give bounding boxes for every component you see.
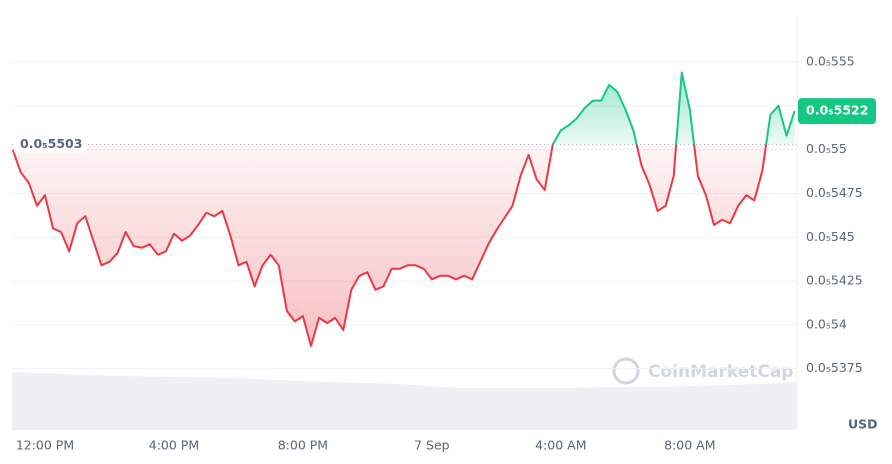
y-tick-label: 0.0₅54 [806,316,847,331]
x-tick-label: 4:00 AM [535,438,586,453]
baseline-label-bg [14,134,86,153]
baseline-label: 0.0₅5503 [20,136,82,151]
watermark-logo [612,357,640,385]
current-price-badge [798,98,876,125]
watermark: CoinMarketCap [612,357,793,385]
x-tick-label: 8:00 PM [278,438,328,453]
y-tick-label: 0.0₅545 [806,229,855,244]
watermark-text: CoinMarketCap [648,362,793,382]
y-tick-label: 0.0₅55 [806,141,847,156]
x-tick-label: 4:00 PM [149,438,199,453]
currency-label: USD [848,417,878,432]
y-tick-label: 0.0₅5375 [806,360,863,375]
y-tick-label: 0.0₅5475 [806,185,863,200]
current-price-label: 0.0₅5522 [806,103,868,118]
y-tick-label: 0.0₅555 [806,54,855,69]
volume-area [12,372,797,430]
area-fill [12,72,795,346]
x-tick-label: 7 Sep [414,438,450,453]
y-tick-label: 0.0₅5425 [806,273,863,288]
x-tick-label: 12:00 PM [16,438,74,453]
price-line [11,71,796,347]
x-tick-label: 8:00 AM [664,438,715,453]
